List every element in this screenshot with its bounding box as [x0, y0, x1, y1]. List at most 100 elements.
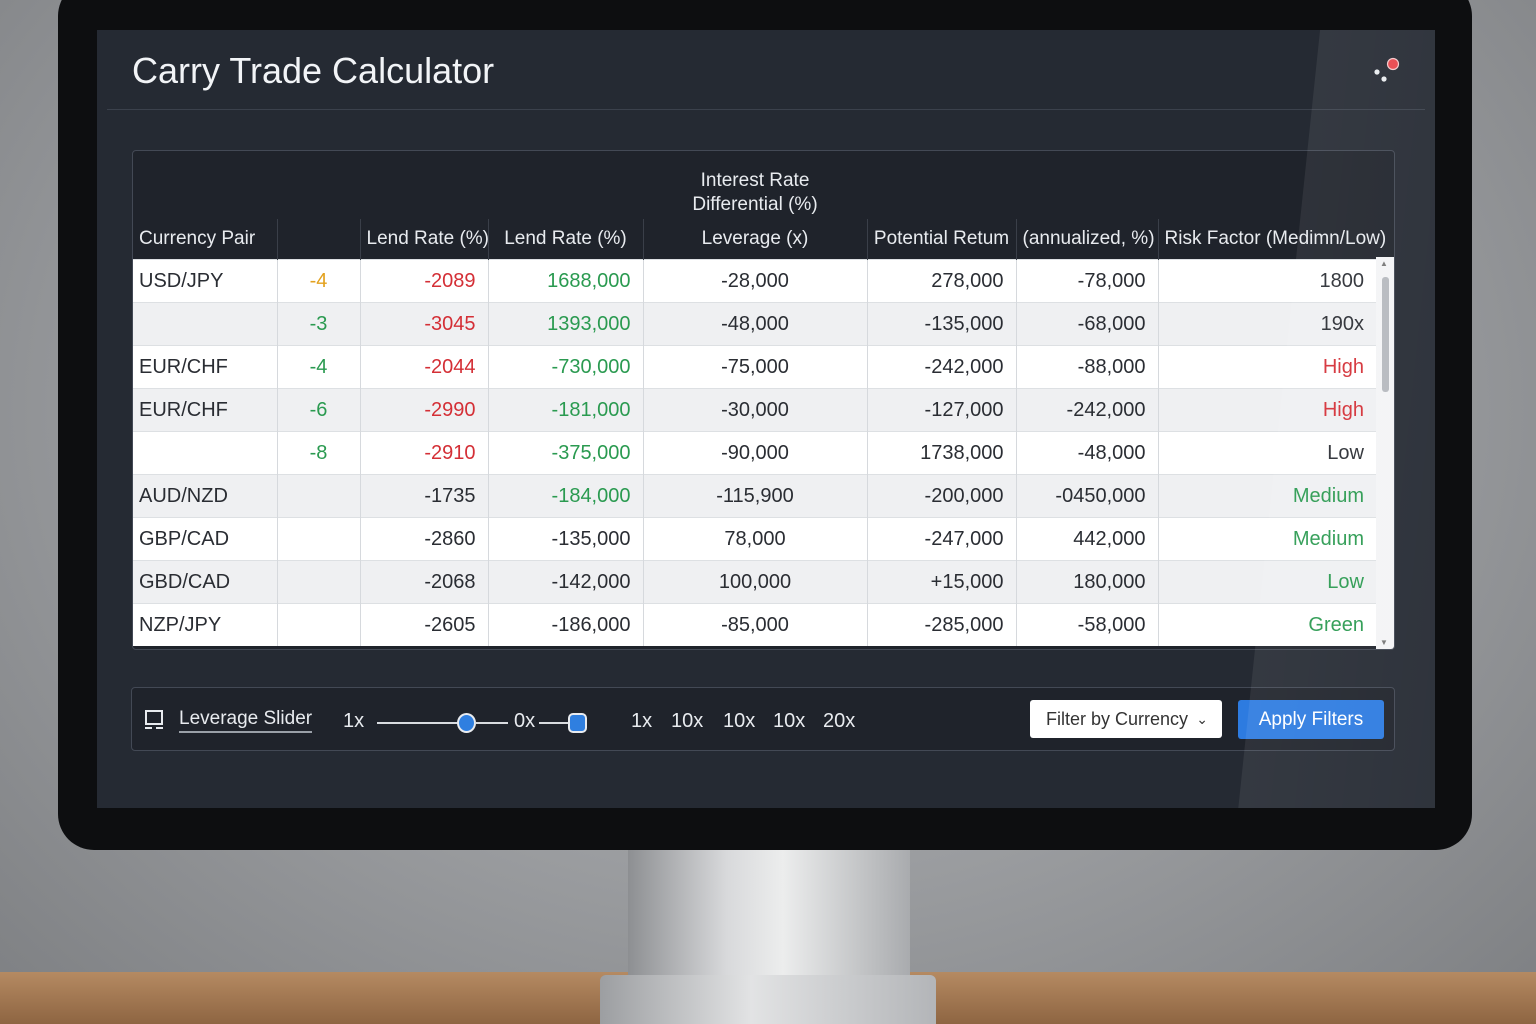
cell-lend-rate-1: -1735 [359, 474, 488, 518]
cell-risk-factor: Low [1157, 560, 1376, 604]
slider-track[interactable] [377, 722, 467, 724]
cell-potential-return: 278,000 [866, 259, 1016, 303]
cell-lend-rate-2: -375,000 [487, 431, 643, 475]
cell-risk-factor: High [1157, 345, 1376, 389]
cell-annualized: -48,000 [1015, 431, 1158, 475]
column-header-potential-return[interactable]: Potential Retum [866, 219, 1016, 260]
table-row[interactable]: EUR/CHF -4 -2044 -730,000 -75,000 -242,000 -88… [133, 345, 1376, 389]
scroll-down-icon[interactable]: ▼ [1380, 638, 1388, 647]
cell-leverage: -30,000 [642, 388, 867, 432]
column-header-lend-rate-1[interactable]: Lend Rate (%) [359, 219, 489, 260]
cell-potential-return: -200,000 [866, 474, 1016, 518]
tick-label[interactable]: 10x [723, 710, 756, 732]
column-header-currency-pair[interactable]: Currency Pair [139, 228, 256, 249]
cell-lend-rate-1: -2910 [359, 431, 488, 475]
cell-differential [276, 517, 360, 561]
cell-currency-pair: GBP/CAD [133, 517, 277, 561]
cell-lend-rate-2: -186,000 [487, 603, 643, 646]
column-header-lend-rate-2[interactable]: Lend Rate (%) [487, 219, 643, 260]
table-row[interactable]: -8 -2910 -375,000 -90,000 1738,000 -48,000 Low [133, 431, 1376, 475]
cell-annualized: -242,000 [1015, 388, 1158, 432]
scrollbar-thumb[interactable] [1382, 277, 1389, 392]
apply-filters-button[interactable]: Apply Filters [1238, 700, 1384, 739]
slider-track-2[interactable] [475, 722, 508, 724]
chevron-down-icon: ⌄ [1196, 711, 1208, 727]
leverage-slider-max-handle[interactable] [568, 713, 587, 733]
cell-potential-return: -242,000 [866, 345, 1016, 389]
table-row[interactable]: AUD/NZD -1735 -184,000 -115,900 -200,000 -045… [133, 474, 1376, 518]
cell-currency-pair: EUR/CHF [133, 388, 277, 432]
cell-lend-rate-2: -181,000 [487, 388, 643, 432]
leverage-slider-label[interactable]: Leverage Slider [179, 708, 313, 733]
cell-potential-return: -247,000 [866, 517, 1016, 561]
cell-annualized: -58,000 [1015, 603, 1158, 646]
group-header-line2: Differential (%) [692, 194, 818, 215]
cell-currency-pair: EUR/CHF [133, 345, 277, 389]
column-header-leverage[interactable]: Leverage (x) [642, 219, 867, 260]
cell-leverage: 100,000 [642, 560, 867, 604]
cell-currency-pair [133, 302, 277, 346]
monitor-base [600, 975, 936, 1024]
cell-lend-rate-1: -2605 [359, 603, 488, 646]
cell-lend-rate-1: -2860 [359, 517, 488, 561]
cell-risk-factor: Medium [1157, 474, 1376, 518]
cell-lend-rate-2: -730,000 [487, 345, 643, 389]
cell-leverage: -85,000 [642, 603, 867, 646]
scroll-up-icon[interactable]: ▲ [1380, 259, 1388, 268]
cell-annualized: -0450,000 [1015, 474, 1158, 518]
cell-risk-factor: Green [1157, 603, 1376, 646]
table-row[interactable]: GBD/CAD -2068 -142,000 100,000 +15,000 180,00… [133, 560, 1376, 604]
tick-label[interactable]: 10x [773, 710, 806, 732]
cell-lend-rate-2: -135,000 [487, 517, 643, 561]
cell-leverage: -115,900 [642, 474, 867, 518]
table-row[interactable]: NZP/JPY -2605 -186,000 -85,000 -285,000 -58,0… [133, 603, 1376, 646]
cell-potential-return: -127,000 [866, 388, 1016, 432]
cell-potential-return: -285,000 [866, 603, 1016, 646]
cell-lend-rate-1: -2068 [359, 560, 488, 604]
cell-annualized: -68,000 [1015, 302, 1158, 346]
cell-lend-rate-1: -2044 [359, 345, 488, 389]
column-header-risk-factor[interactable]: Risk Factor (Medimn/Low) [1157, 219, 1386, 260]
tick-label[interactable]: 10x [671, 710, 704, 732]
cell-currency-pair: AUD/NZD [133, 474, 277, 518]
cell-annualized: -78,000 [1015, 259, 1158, 303]
table-row[interactable]: GBP/CAD -2860 -135,000 78,000 -247,000 442,00… [133, 517, 1376, 561]
cell-currency-pair: USD/JPY [133, 259, 277, 303]
table-row[interactable]: -3 -3045 1393,000 -48,000 -135,000 -68,000 190… [133, 302, 1376, 346]
tick-label[interactable]: 1x [631, 710, 653, 732]
cell-currency-pair: GBD/CAD [133, 560, 277, 604]
carry-trade-table: Interest Rate Differential (%) Currency … [132, 150, 1395, 650]
group-header-line1: Interest Rate [700, 170, 810, 191]
cell-lend-rate-2: 1688,000 [487, 259, 643, 303]
cell-lend-rate-2: -142,000 [487, 560, 643, 604]
cell-annualized: -88,000 [1015, 345, 1158, 389]
cell-differential: -4 [276, 259, 360, 303]
cell-differential: -4 [276, 345, 360, 389]
cell-differential [276, 474, 360, 518]
currency-filter-select[interactable]: Filter by Currency ⌄ [1030, 700, 1222, 738]
slider-track-3[interactable] [539, 722, 569, 724]
cell-differential [276, 560, 360, 604]
column-header-annualized[interactable]: (annualized, %) [1015, 219, 1158, 260]
tick-label[interactable]: 20x [823, 710, 856, 732]
column-header-differential[interactable] [276, 219, 360, 260]
leverage-slider-handle[interactable] [457, 713, 476, 733]
cell-differential: -8 [276, 431, 360, 475]
cell-risk-factor: Low [1157, 431, 1376, 475]
cell-differential: -3 [276, 302, 360, 346]
cell-lend-rate-1: -3045 [359, 302, 488, 346]
app-window: Carry Trade Calculator Interest Rate Dif… [97, 30, 1435, 808]
cell-currency-pair: NZP/JPY [133, 603, 277, 646]
cell-lend-rate-2: -184,000 [487, 474, 643, 518]
cell-leverage: -75,000 [642, 345, 867, 389]
table-row[interactable]: EUR/CHF -6 -2990 -181,000 -30,000 -127,000 -24… [133, 388, 1376, 432]
cell-leverage: -28,000 [642, 259, 867, 303]
table-row[interactable]: USD/JPY -4 -2089 1688,000 -28,000 278,000 -78,… [133, 259, 1376, 303]
cell-risk-factor: 1800 [1157, 259, 1376, 303]
table-scrollbar[interactable]: ▲ ▼ [1376, 257, 1394, 649]
cell-lend-rate-1: -2990 [359, 388, 488, 432]
dots-notification-icon[interactable] [1369, 54, 1403, 88]
group-header: Interest Rate Differential (%) [643, 151, 867, 219]
cell-annualized: 180,000 [1015, 560, 1158, 604]
cell-risk-factor: Medium [1157, 517, 1376, 561]
